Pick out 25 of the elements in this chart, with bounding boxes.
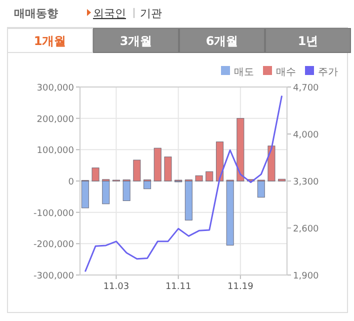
y-tick-label: -300,000 xyxy=(34,272,74,282)
x-tick-label: 11.19 xyxy=(228,282,254,292)
y2-tick-label: 2,600 xyxy=(293,224,320,234)
y2-tick-label: 3,300 xyxy=(293,178,320,188)
y-tick-label: 100,000 xyxy=(36,146,74,156)
legend-label: 주가 xyxy=(318,67,338,78)
text: 6개월 xyxy=(206,34,238,48)
y-tick-label: -100,000 xyxy=(34,208,74,219)
y-tick-label: -200,000 xyxy=(34,240,74,250)
y-tick-label: 0 xyxy=(68,178,74,188)
legend-label: 매수 xyxy=(276,67,296,78)
legend-label: 매도 xyxy=(234,67,254,78)
text: 3개월 xyxy=(120,34,152,48)
y2-tick-label: 4,700 xyxy=(293,84,320,94)
y2-tick-label: 4,000 xyxy=(293,130,320,140)
x-tick-label: 11.11 xyxy=(165,282,192,292)
y2-tick-label: 1,900 xyxy=(293,272,320,282)
x-tick-label: 11.03 xyxy=(103,282,130,292)
text: 1년 xyxy=(298,34,318,48)
text: 기관 xyxy=(140,7,162,20)
y-tick-label: 200,000 xyxy=(36,114,74,125)
text: 1개월 xyxy=(34,34,66,48)
text: 외국인 xyxy=(93,7,126,20)
chart-title: 매매동향 xyxy=(14,7,58,20)
y-tick-label: 300,000 xyxy=(36,84,74,94)
